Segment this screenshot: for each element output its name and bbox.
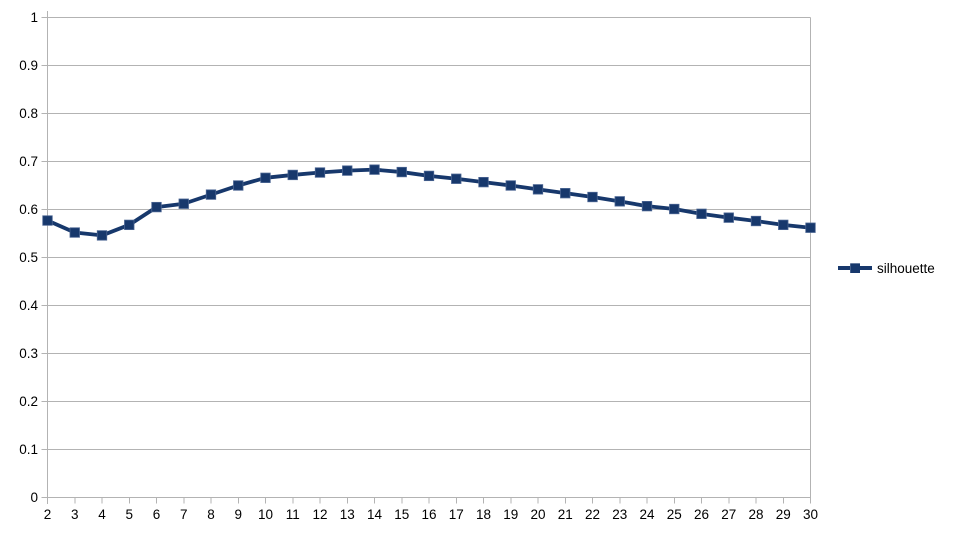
x-axis-label: 28 [748, 507, 763, 522]
data-point-marker [233, 180, 244, 191]
x-axis-label: 7 [180, 507, 188, 522]
legend-series-label: silhouette [877, 260, 935, 276]
x-axis-label: 2 [44, 507, 52, 522]
x-axis-label: 27 [721, 507, 736, 522]
x-axis-label: 6 [153, 507, 161, 522]
x-axis-label: 15 [394, 507, 409, 522]
x-axis-label: 5 [125, 507, 133, 522]
data-point-marker [587, 191, 598, 203]
x-axis-label: 4 [98, 507, 106, 522]
y-axis-label: 0.5 [19, 250, 38, 265]
legend: silhouette [838, 259, 935, 277]
y-axis-label: 0.8 [19, 106, 38, 121]
data-point-marker [396, 166, 407, 178]
data-point-marker [451, 173, 462, 184]
data-point-marker [205, 189, 217, 200]
data-point-marker [723, 212, 734, 223]
x-axis-label: 30 [803, 507, 818, 522]
x-axis-label: 20 [530, 507, 545, 522]
data-point-marker [696, 208, 707, 219]
x-axis-label: 14 [367, 507, 383, 522]
x-axis-label: 17 [449, 507, 464, 522]
x-axis-label: 25 [667, 507, 682, 522]
x-axis-label: 18 [476, 507, 491, 522]
data-point-marker [641, 200, 653, 212]
x-axis-label: 23 [612, 507, 627, 522]
y-axis-label: 0 [30, 490, 38, 505]
x-axis-label: 29 [776, 507, 791, 522]
x-axis-label: 3 [71, 507, 79, 522]
y-axis-label: 0.9 [19, 58, 38, 73]
legend-series-marker-icon [838, 259, 872, 277]
data-point-marker [96, 230, 108, 241]
data-point-marker [750, 215, 762, 227]
data-point-marker [669, 203, 680, 215]
data-point-marker [805, 222, 816, 233]
x-axis-label: 13 [340, 507, 355, 522]
data-point-marker [423, 170, 435, 182]
x-axis-label: 16 [421, 507, 436, 522]
data-point-marker [42, 215, 53, 226]
data-point-marker [614, 196, 625, 207]
data-point-marker [178, 198, 189, 209]
data-point-marker [314, 167, 326, 178]
data-point-marker [478, 176, 489, 188]
data-point-marker [342, 165, 353, 176]
x-axis-label: 12 [312, 507, 327, 522]
data-point-marker [560, 188, 571, 199]
data-point-marker [69, 227, 80, 238]
x-axis-label: 24 [639, 507, 655, 522]
x-axis-label: 10 [258, 507, 273, 522]
legend-square-marker-icon [850, 263, 860, 273]
data-point-marker [151, 201, 162, 213]
x-axis-label: 21 [558, 507, 573, 522]
y-axis-label: 1 [30, 10, 38, 25]
y-axis-label: 0.1 [19, 442, 38, 457]
x-axis-label: 8 [207, 507, 215, 522]
x-axis-label: 11 [286, 507, 300, 522]
x-axis-label: 22 [585, 507, 600, 522]
y-axis-label: 0.3 [19, 346, 38, 361]
y-axis-label: 0.6 [19, 202, 38, 217]
data-point-marker [532, 184, 544, 195]
data-point-marker [260, 172, 271, 183]
data-point-marker [369, 164, 380, 175]
data-point-marker [778, 219, 789, 231]
x-axis-label: 19 [503, 507, 518, 522]
x-axis-label: 9 [234, 507, 242, 522]
data-point-marker [505, 180, 516, 191]
data-point-marker [124, 219, 135, 231]
y-axis-label: 0.4 [19, 298, 38, 313]
data-point-marker [287, 169, 298, 181]
x-axis-label: 26 [694, 507, 709, 522]
y-axis-label: 0.2 [19, 394, 38, 409]
y-axis-label: 0.7 [19, 154, 38, 169]
